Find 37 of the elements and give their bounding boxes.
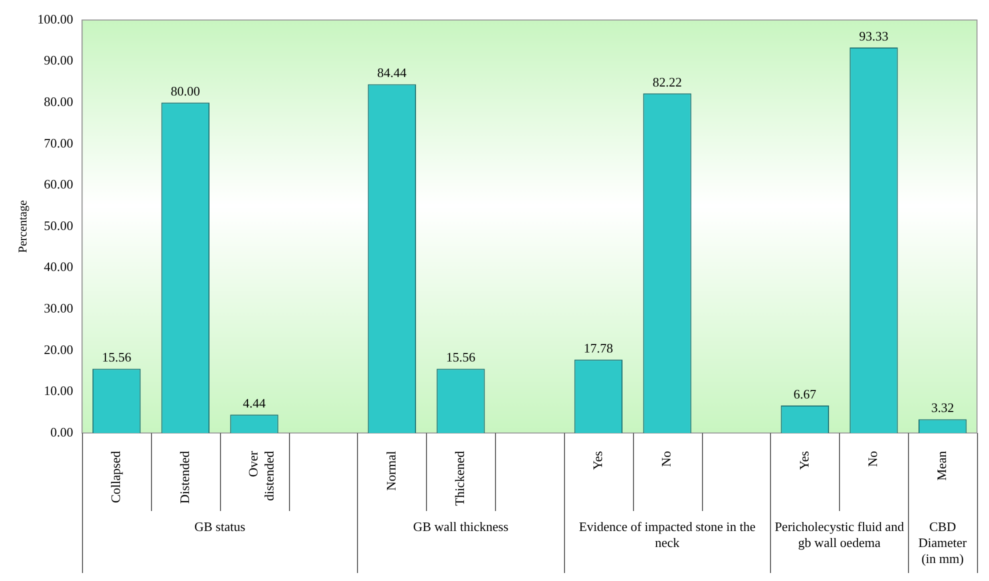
text: GB status — [194, 518, 246, 534]
text: CBD Diameter (in mm) — [918, 518, 968, 566]
y-tick-label: 30.00 — [44, 300, 74, 316]
x-tick-label: Over distended — [246, 450, 276, 501]
x-tick-label: Normal — [383, 450, 398, 491]
x-tick-label: Yes — [590, 451, 605, 470]
x-tick-label: Thickened — [452, 450, 468, 506]
text: GB wall thickness — [413, 518, 508, 534]
data-label: 17.78 — [584, 340, 614, 356]
data-label: 6.67 — [794, 386, 817, 402]
data-label: 15.56 — [102, 350, 132, 365]
y-tick-label: 90.00 — [44, 52, 74, 68]
x-tick-label: Distended — [176, 450, 192, 504]
text: Pericholecystic fluid and gb wall oedema — [774, 518, 904, 550]
y-tick-label: 10.00 — [44, 383, 74, 398]
data-label: 3.32 — [931, 400, 954, 416]
y-axis-title: Percentage — [15, 200, 30, 253]
x-tick-label: Yes — [796, 451, 812, 470]
y-tick-label: 20.00 — [44, 342, 74, 357]
data-label: 4.44 — [242, 396, 266, 411]
y-tick-label: 60.00 — [44, 176, 74, 192]
y-tick-label: 100.00 — [37, 11, 74, 26]
x-tick-label: No — [658, 451, 674, 467]
x-tick-label: Mean — [934, 450, 950, 481]
y-tick-label: 80.00 — [44, 94, 74, 110]
y-tick-label: 50.00 — [44, 218, 74, 233]
data-label: 15.56 — [446, 350, 476, 365]
data-label: 82.22 — [652, 74, 682, 90]
data-label: 93.33 — [859, 28, 888, 44]
y-tick-label: 40.00 — [44, 259, 74, 274]
x-tick-label: No — [865, 451, 880, 467]
text: Evidence of impacted stone in the neck — [578, 518, 756, 550]
x-tick-label: Collapsed — [108, 450, 123, 503]
data-label: 84.44 — [377, 65, 408, 80]
data-label: 80.00 — [170, 84, 200, 99]
y-tick-label: 70.00 — [44, 135, 74, 150]
y-tick-label: 0.00 — [50, 424, 74, 440]
